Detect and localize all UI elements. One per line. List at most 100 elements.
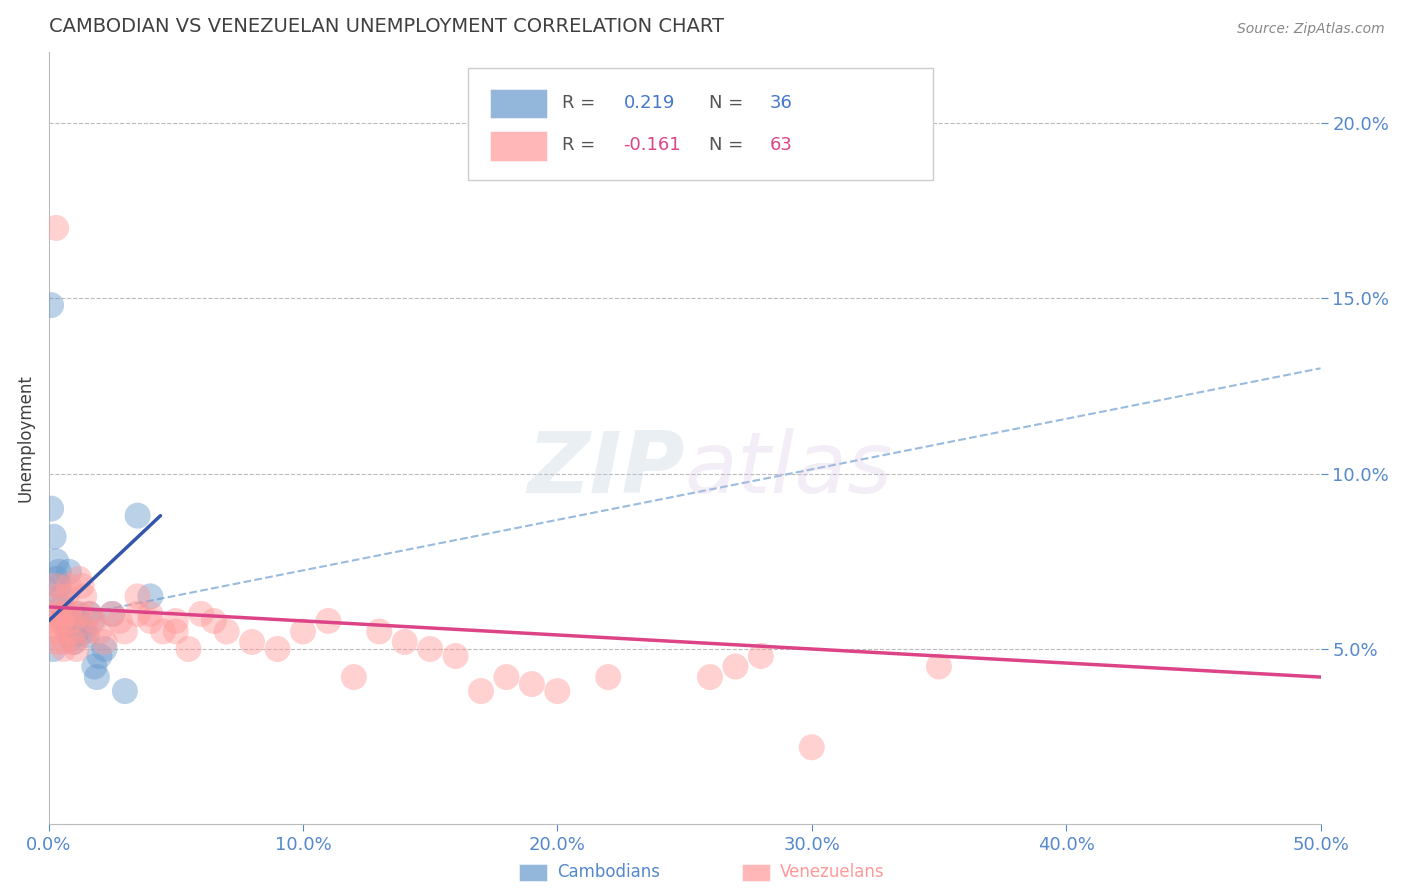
- Point: [928, 659, 950, 673]
- Point: [45, 221, 67, 235]
- Point: [114, 624, 136, 639]
- Point: [51, 614, 73, 628]
- Text: R =: R =: [562, 94, 602, 112]
- Point: [495, 670, 517, 684]
- Text: CAMBODIAN VS VENEZUELAN UNEMPLOYMENT CORRELATION CHART: CAMBODIAN VS VENEZUELAN UNEMPLOYMENT COR…: [49, 17, 724, 36]
- Point: [101, 607, 124, 621]
- Point: [55, 607, 77, 621]
- Point: [55, 590, 77, 604]
- Point: [67, 614, 90, 628]
- Point: [63, 628, 86, 642]
- Point: [52, 607, 75, 621]
- Point: [58, 579, 80, 593]
- Point: [77, 607, 100, 621]
- Point: [70, 621, 93, 635]
- Point: [127, 607, 149, 621]
- Point: [80, 614, 103, 628]
- Text: Venezuelans: Venezuelans: [780, 863, 884, 880]
- Text: ZIP: ZIP: [527, 428, 685, 511]
- Point: [58, 628, 80, 642]
- Point: [58, 607, 80, 621]
- Point: [318, 614, 340, 628]
- Y-axis label: Unemployment: Unemployment: [17, 375, 35, 502]
- Text: N =: N =: [709, 94, 749, 112]
- Point: [52, 635, 75, 649]
- Point: [165, 614, 187, 628]
- Point: [60, 614, 83, 628]
- Text: Source: ZipAtlas.com: Source: ZipAtlas.com: [1237, 22, 1385, 37]
- Point: [368, 624, 391, 639]
- Point: [240, 635, 263, 649]
- Text: Cambodians: Cambodians: [557, 863, 661, 880]
- Point: [83, 614, 105, 628]
- Point: [89, 648, 111, 663]
- Point: [73, 590, 96, 604]
- Text: 63: 63: [769, 136, 793, 154]
- Point: [55, 607, 77, 621]
- Point: [51, 614, 73, 628]
- Text: atlas: atlas: [685, 428, 893, 511]
- Point: [699, 670, 721, 684]
- Text: 36: 36: [769, 94, 793, 112]
- Point: [42, 530, 65, 544]
- Point: [51, 590, 73, 604]
- Point: [65, 642, 87, 657]
- Point: [63, 624, 86, 639]
- Point: [127, 508, 149, 523]
- Point: [139, 607, 162, 621]
- Point: [51, 599, 73, 614]
- FancyBboxPatch shape: [468, 68, 932, 180]
- Point: [45, 554, 67, 568]
- Point: [470, 684, 492, 698]
- Point: [48, 607, 70, 621]
- Point: [39, 501, 62, 516]
- Point: [152, 624, 174, 639]
- Point: [394, 635, 416, 649]
- Point: [77, 607, 100, 621]
- Point: [724, 659, 747, 673]
- Point: [139, 590, 162, 604]
- Point: [127, 590, 149, 604]
- Point: [73, 624, 96, 639]
- Text: -0.161: -0.161: [623, 136, 681, 154]
- Point: [45, 635, 67, 649]
- Point: [42, 642, 65, 657]
- Point: [83, 659, 105, 673]
- Point: [70, 579, 93, 593]
- Point: [520, 677, 543, 691]
- Point: [39, 298, 62, 312]
- Point: [48, 565, 70, 579]
- Point: [39, 607, 62, 621]
- Point: [93, 642, 115, 657]
- Point: [48, 590, 70, 604]
- Point: [419, 642, 441, 657]
- Point: [444, 648, 467, 663]
- FancyBboxPatch shape: [489, 131, 547, 161]
- Point: [60, 632, 83, 646]
- Point: [165, 624, 187, 639]
- Point: [58, 621, 80, 635]
- FancyBboxPatch shape: [742, 863, 769, 880]
- Point: [76, 628, 98, 642]
- Point: [101, 607, 124, 621]
- Point: [266, 642, 288, 657]
- Text: N =: N =: [709, 136, 749, 154]
- Text: 0.219: 0.219: [623, 94, 675, 112]
- Point: [76, 624, 98, 639]
- Point: [63, 635, 86, 649]
- Point: [48, 579, 70, 593]
- Point: [45, 572, 67, 586]
- Text: R =: R =: [562, 136, 602, 154]
- Point: [63, 635, 86, 649]
- Point: [291, 624, 314, 639]
- Point: [598, 670, 620, 684]
- Point: [749, 648, 772, 663]
- Point: [343, 670, 366, 684]
- FancyBboxPatch shape: [489, 89, 547, 118]
- Point: [67, 572, 90, 586]
- Point: [177, 642, 200, 657]
- Point: [800, 740, 823, 755]
- Point: [114, 684, 136, 698]
- Point: [546, 684, 568, 698]
- Point: [55, 614, 77, 628]
